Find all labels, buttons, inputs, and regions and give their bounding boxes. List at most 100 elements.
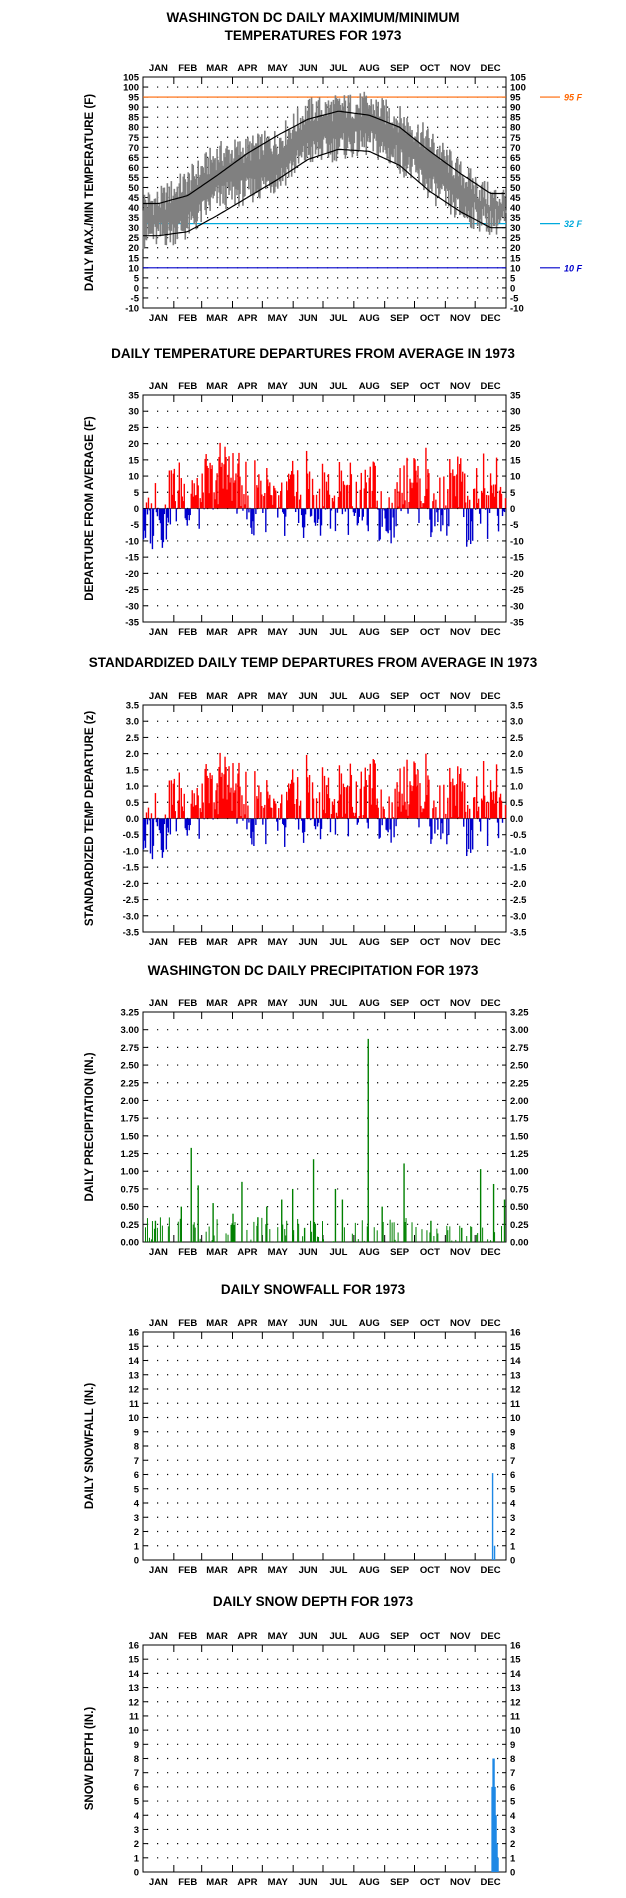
y-tick-label-left: -2.0 <box>123 879 139 890</box>
y-tick-label-right: 35 <box>510 213 521 224</box>
month-label-top: NOV <box>450 1631 471 1642</box>
y-tick-label-right: 80 <box>510 123 521 134</box>
month-label-bottom: JUL <box>329 313 347 324</box>
y-tick-label-right: 3.0 <box>510 717 523 728</box>
y-tick-label-right: 4 <box>510 1499 516 1510</box>
y-tick-label-right: 25 <box>510 423 521 434</box>
month-label-bottom: JUN <box>299 1565 318 1576</box>
y-tick-label-right: 3.5 <box>510 701 524 712</box>
ref-line-label: 10 F <box>564 263 583 273</box>
month-label-top: SEP <box>390 998 410 1009</box>
y-tick-label-left: 13 <box>128 1683 139 1694</box>
month-label-top: JUL <box>329 63 347 74</box>
chart-temps: WASHINGTON DC DAILY MAXIMUM/MINIMUM TEMPE… <box>84 10 583 324</box>
month-label-top: MAR <box>206 381 228 392</box>
y-tick-label-right: 0.00 <box>510 1238 529 1249</box>
y-tick-label-left: -25 <box>125 585 139 596</box>
month-label-bottom: DEC <box>481 1247 501 1258</box>
y-tick-label-left: 7 <box>134 1456 139 1467</box>
y-tick-label-right: 12 <box>510 1385 521 1396</box>
month-label-top: JAN <box>149 691 168 702</box>
y-tick-label-left: -1.5 <box>123 863 140 874</box>
y-tick-label-left: 1.0 <box>126 782 139 793</box>
ref-line-label: 32 F <box>564 219 583 229</box>
y-tick-label-right: 7 <box>510 1768 515 1779</box>
y-tick-label-right: 20 <box>510 439 521 450</box>
y-tick-label-right: 2 <box>510 1839 515 1850</box>
departure-bars <box>142 442 507 550</box>
month-label-top: JAN <box>149 1318 168 1329</box>
y-tick-label-right: 20 <box>510 243 521 254</box>
value-bars <box>491 1758 499 1872</box>
y-tick-label-right: 50 <box>510 183 521 194</box>
y-tick-label-right: 0 <box>510 1868 515 1879</box>
y-tick-label-right: 5 <box>510 1797 516 1808</box>
y-tick-label-right: 2.50 <box>510 1061 529 1072</box>
month-label-top: OCT <box>420 691 440 702</box>
month-label-top: FEB <box>178 381 197 392</box>
y-tick-label-left: 2 <box>134 1839 139 1850</box>
y-tick-label-right: 0.5 <box>510 798 524 809</box>
y-tick-label-left: -10 <box>125 536 139 547</box>
y-tick-label-left: -30 <box>125 601 139 612</box>
month-label-bottom: DEC <box>481 627 501 638</box>
month-label-bottom: JUN <box>299 627 318 638</box>
y-tick-label-right: 2.0 <box>510 749 523 760</box>
month-label-top: DEC <box>481 691 501 702</box>
y-tick-label-right: 7 <box>510 1456 515 1467</box>
month-label-bottom: APR <box>237 1565 257 1576</box>
y-tick-label-left: 16 <box>128 1328 139 1339</box>
month-label-bottom: MAY <box>268 1565 289 1576</box>
month-label-bottom: JUL <box>329 1877 347 1888</box>
month-label-bottom: OCT <box>420 937 440 948</box>
month-label-top: JUN <box>299 691 318 702</box>
month-label-top: OCT <box>420 381 440 392</box>
month-label-top: DEC <box>481 1631 501 1642</box>
y-tick-label-left: 30 <box>128 223 139 234</box>
month-label-bottom: SEP <box>390 1877 410 1888</box>
month-label-top: JUN <box>299 1631 318 1642</box>
y-tick-label-right: -1.0 <box>510 846 526 857</box>
month-label-bottom: SEP <box>390 313 410 324</box>
month-label-bottom: SEP <box>390 1565 410 1576</box>
y-tick-label-left: 10 <box>128 1726 139 1737</box>
y-tick-label-right: -20 <box>510 569 524 580</box>
month-label-top: MAR <box>206 998 228 1009</box>
y-tick-label-left: -10 <box>125 304 139 315</box>
y-tick-label-left: -3.5 <box>123 928 140 939</box>
month-label-top: JAN <box>149 998 168 1009</box>
month-label-top: FEB <box>178 63 197 74</box>
y-tick-label-right: 3.00 <box>510 1025 529 1036</box>
y-tick-label-right: 15 <box>510 455 521 466</box>
month-label-top: JAN <box>149 1631 168 1642</box>
month-label-top: APR <box>237 691 257 702</box>
y-tick-label-right: -2.5 <box>510 895 527 906</box>
y-tick-label-right: 11 <box>510 1399 521 1410</box>
y-tick-label-left: 5 <box>134 488 140 499</box>
y-tick-label-right: 5 <box>510 488 516 499</box>
y-tick-label-left: 11 <box>129 1399 140 1410</box>
chart-departures: DAILY TEMPERATURE DEPARTURES FROM AVERAG… <box>84 346 524 638</box>
y-tick-label-left: 10 <box>128 263 139 274</box>
y-tick-label-right: 13 <box>510 1370 521 1381</box>
y-tick-label-right: 105 <box>510 73 527 84</box>
y-tick-label-right: 1 <box>510 1541 516 1552</box>
y-tick-label-right: 8 <box>510 1442 515 1453</box>
y-tick-label-left: 55 <box>128 173 139 184</box>
month-label-bottom: JUL <box>329 937 347 948</box>
y-axis-label: DAILY PRECIPITATION (IN.) <box>84 1052 96 1201</box>
month-label-bottom: APR <box>237 937 257 948</box>
y-tick-label-left: 0.75 <box>121 1184 140 1195</box>
y-tick-label-right: 15 <box>510 1342 521 1353</box>
y-tick-label-left: 85 <box>128 113 139 124</box>
month-label-bottom: JUL <box>329 1247 347 1258</box>
month-label-top: APR <box>237 381 257 392</box>
y-tick-label-right: 16 <box>510 1641 521 1652</box>
month-label-top: SEP <box>390 63 410 74</box>
y-tick-label-left: 105 <box>123 73 140 84</box>
month-label-bottom: FEB <box>178 1565 197 1576</box>
y-tick-label-left: -1.0 <box>123 846 139 857</box>
month-label-top: MAR <box>206 1318 228 1329</box>
month-label-top: JUN <box>299 381 318 392</box>
